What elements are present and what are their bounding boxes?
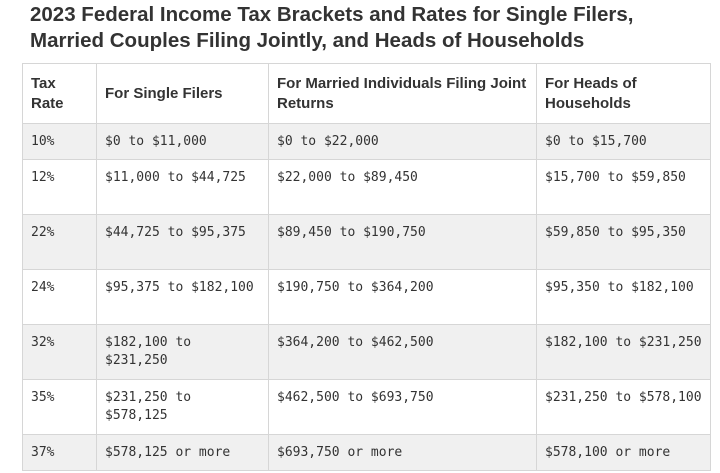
cell-single: $182,100 to $231,250 bbox=[96, 324, 269, 380]
cell-tax-rate: 22% bbox=[22, 214, 97, 270]
table-row: 12% $11,000 to $44,725 $22,000 to $89,45… bbox=[22, 159, 711, 215]
table-row: 37% $578,125 or more $693,750 or more $5… bbox=[22, 434, 711, 471]
cell-married-joint: $89,450 to $190,750 bbox=[268, 214, 537, 270]
cell-married-joint: $693,750 or more bbox=[268, 434, 537, 471]
header-married-joint: For Married Individuals Filing Joint Ret… bbox=[268, 63, 537, 124]
cell-tax-rate: 12% bbox=[22, 159, 97, 215]
cell-single: $44,725 to $95,375 bbox=[96, 214, 269, 270]
cell-married-joint: $364,200 to $462,500 bbox=[268, 324, 537, 380]
cell-married-joint: $190,750 to $364,200 bbox=[268, 269, 537, 325]
cell-tax-rate: 35% bbox=[22, 379, 97, 435]
header-row: Tax Rate For Single Filers For Married I… bbox=[22, 63, 711, 124]
page-title: 2023 Federal Income Tax Brackets and Rat… bbox=[30, 3, 634, 52]
cell-married-joint: $22,000 to $89,450 bbox=[268, 159, 537, 215]
cell-head-of-household: $182,100 to $231,250 bbox=[536, 324, 711, 380]
cell-single: $231,250 to $578,125 bbox=[96, 379, 269, 435]
header-tax-rate: Tax Rate bbox=[22, 63, 97, 124]
cell-head-of-household: $95,350 to $182,100 bbox=[536, 269, 711, 325]
cell-single: $578,125 or more bbox=[96, 434, 269, 471]
cell-tax-rate: 32% bbox=[22, 324, 97, 380]
cell-tax-rate: 37% bbox=[22, 434, 97, 471]
tax-brackets-table: Tax Rate For Single Filers For Married I… bbox=[22, 63, 711, 471]
table-row: 32% $182,100 to $231,250 $364,200 to $46… bbox=[22, 324, 711, 380]
header-heads-of-households: For Heads of Households bbox=[536, 63, 711, 124]
cell-single: $0 to $11,000 bbox=[96, 123, 269, 160]
cell-married-joint: $462,500 to $693,750 bbox=[268, 379, 537, 435]
table-row: 10% $0 to $11,000 $0 to $22,000 $0 to $1… bbox=[22, 123, 711, 160]
cell-single: $11,000 to $44,725 bbox=[96, 159, 269, 215]
cell-head-of-household: $578,100 or more bbox=[536, 434, 711, 471]
cell-head-of-household: $0 to $15,700 bbox=[536, 123, 711, 160]
table-row: 35% $231,250 to $578,125 $462,500 to $69… bbox=[22, 379, 711, 435]
table-row: 22% $44,725 to $95,375 $89,450 to $190,7… bbox=[22, 214, 711, 270]
cell-single: $95,375 to $182,100 bbox=[96, 269, 269, 325]
cell-tax-rate: 10% bbox=[22, 123, 97, 160]
cell-head-of-household: $59,850 to $95,350 bbox=[536, 214, 711, 270]
cell-tax-rate: 24% bbox=[22, 269, 97, 325]
cell-married-joint: $0 to $22,000 bbox=[268, 123, 537, 160]
cell-head-of-household: $231,250 to $578,100 bbox=[536, 379, 711, 435]
table-row: 24% $95,375 to $182,100 $190,750 to $364… bbox=[22, 269, 711, 325]
cell-head-of-household: $15,700 to $59,850 bbox=[536, 159, 711, 215]
header-single-filers: For Single Filers bbox=[96, 63, 269, 124]
